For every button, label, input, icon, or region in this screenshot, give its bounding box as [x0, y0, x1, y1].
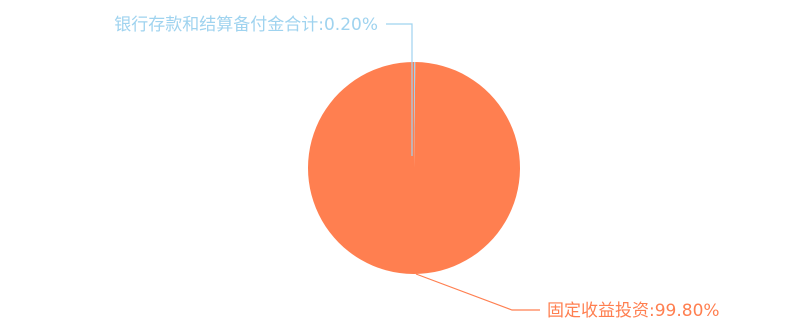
slice-label-1: 固定收益投资:99.80%: [547, 301, 720, 321]
leader-line-0: [386, 23, 413, 156]
leader-line-1: [415, 273, 540, 311]
pie-slice-0: [414, 62, 416, 168]
pie-slice-1: [308, 62, 521, 274]
pie-slices: [308, 62, 521, 274]
leader-lines: [386, 23, 540, 311]
slice-label-0: 银行存款和结算备付金合计:0.20%: [114, 15, 378, 35]
slice-labels: 银行存款和结算备付金合计:0.20% 固定收益投资:99.80%: [114, 15, 719, 321]
